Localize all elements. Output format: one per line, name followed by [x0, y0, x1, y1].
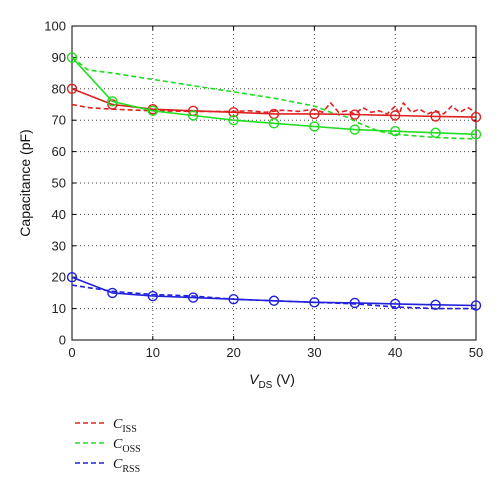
series-rss-solid-marker [228, 293, 239, 305]
x-axis-title-unit: (V) [272, 371, 295, 387]
series-oss-solid-line [71, 56, 477, 136]
series-iss-dashed-line [71, 102, 477, 115]
series-rss-solid-marker [66, 272, 78, 283]
grid-lines [72, 26, 476, 340]
series-oss-solid-marker [147, 105, 159, 116]
y-tick-label: 60 [52, 144, 66, 159]
series-iss-solid-marker [228, 107, 239, 118]
series-iss-solid-marker [430, 111, 441, 122]
y-tick-label: 0 [59, 333, 66, 348]
series-oss-solid-marker [390, 125, 401, 137]
series-oss-dashed-line [71, 56, 477, 140]
axis-ticks: 0 10 20 30 40 50 0 10 20 30 40 50 60 70 80 90 100 [44, 19, 483, 361]
series-oss-solid-marker [187, 110, 199, 121]
y-tick-label: 30 [52, 238, 66, 253]
y-axis-label-group: Capacitance (pF) [17, 129, 33, 236]
series-iss-solid-line [71, 88, 477, 118]
series-iss-solid-marker [349, 109, 360, 120]
series-rss-solid-marker [309, 297, 320, 308]
series-oss-solid-marker [107, 96, 118, 107]
series-oss-solid-marker [430, 127, 441, 138]
y-tick-label: 80 [52, 81, 66, 96]
series-oss-solid-marker [268, 118, 280, 129]
series-rss-solid-marker [430, 299, 441, 311]
x-axis-title: VDS (V) [249, 371, 295, 391]
y-tick-label: 100 [44, 19, 66, 34]
series-iss-solid-marker [470, 111, 482, 123]
series-iss-solid-marker [390, 110, 401, 121]
x-tick-label: 20 [226, 345, 240, 360]
legend-label-main: C [113, 457, 123, 472]
legend-label-sub: OSS [122, 444, 140, 455]
x-tick-label: 40 [388, 345, 402, 360]
series-rss-solid-marker [107, 287, 118, 299]
series-rss-solid-marker [268, 295, 280, 306]
series-rss-solid-marker [390, 298, 401, 310]
y-tick-label: 50 [52, 176, 66, 191]
y-tick-label: 90 [52, 50, 66, 65]
series-iss-solid-marker [309, 108, 320, 120]
y-tick-label: 20 [52, 270, 66, 285]
series-iss-solid-marker [107, 99, 118, 110]
legend-label-iss: CISS [113, 417, 137, 435]
x-tick-label: 10 [146, 345, 160, 360]
y-tick-label: 10 [52, 301, 66, 316]
series-rss-solid-marker [349, 297, 360, 309]
legend-label-main: C [113, 437, 123, 452]
series-oss-solid-marker [309, 121, 320, 132]
y-axis-title: Capacitance (pF) [17, 129, 33, 236]
legend-label-rss: CRSS [113, 457, 140, 475]
x-axis-title-sub: DS [258, 380, 272, 391]
series-rss-solid-marker [470, 300, 482, 311]
series-oss-solid-marker [66, 52, 78, 63]
x-tick-label: 0 [68, 345, 75, 360]
series-oss-solid-marker [470, 129, 482, 140]
series-rss-solid-marker [147, 290, 159, 302]
x-tick-label: 50 [469, 345, 483, 360]
legend-label-sub: ISS [122, 424, 136, 435]
x-tick-label: 30 [307, 345, 321, 360]
x-axis-title-main: V [249, 371, 260, 387]
legend-label-sub: RSS [122, 464, 140, 475]
y-tick-label: 70 [52, 113, 66, 128]
y-tick-label: 40 [52, 207, 66, 222]
series-rss-solid-marker [187, 292, 199, 303]
series-oss-solid-marker [349, 124, 360, 135]
legend-label-oss: COSS [113, 437, 141, 455]
series-group [66, 52, 482, 311]
series-iss-solid-marker [66, 83, 78, 95]
series-oss-solid-marker [228, 114, 239, 126]
legend-label-main: C [113, 417, 123, 432]
series-rss-solid-line [71, 276, 477, 307]
